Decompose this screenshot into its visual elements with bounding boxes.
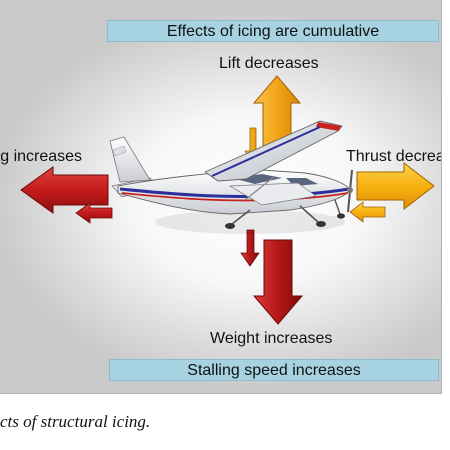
diagram-frame: Effects of icing are cumulative Lift dec…	[0, 0, 442, 394]
lift-label: Lift decreases	[219, 55, 319, 72]
weight-arrow-down-icon	[252, 239, 304, 325]
thrust-label: Thrust decrea	[346, 148, 442, 165]
thrust-small-arrow-left-icon	[349, 201, 386, 223]
drag-label: rag increases	[0, 148, 83, 165]
forces-illustration	[20, 75, 435, 325]
figure-caption: cts of structural icing.	[0, 412, 151, 431]
weight-label: Weight increases	[210, 330, 333, 347]
bottom-banner: Stalling speed increases	[109, 359, 439, 381]
airplane-icon	[109, 120, 353, 234]
weight-small-arrow-down-icon	[240, 229, 260, 267]
thrust-arrow-right-icon	[356, 161, 435, 211]
drag-small-arrow-left-icon	[75, 202, 113, 224]
top-banner: Effects of icing are cumulative	[107, 20, 439, 42]
drag-arrow-left-icon	[20, 166, 109, 214]
